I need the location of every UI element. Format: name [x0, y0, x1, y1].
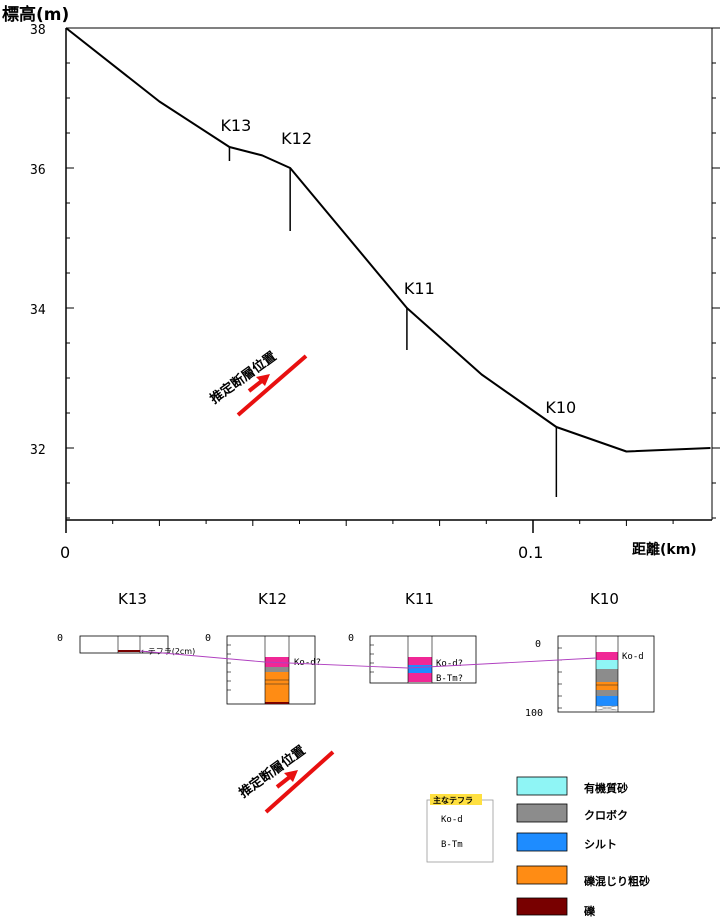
svg-text:クロボク: クロボク — [584, 808, 628, 822]
tephra-correlation-line — [139, 650, 597, 669]
depth-label: 0 — [205, 633, 211, 644]
ground-profile-line — [65, 27, 711, 453]
legend-item-gravelly-sand: 礫混じり粗砂 — [516, 865, 650, 888]
legend-item-silt: シルト — [516, 832, 617, 852]
station-marks: K13 K12 K11 K10 — [220, 116, 576, 497]
y-tick-marks — [66, 27, 720, 519]
column-title-k13: K13 — [118, 590, 147, 608]
svg-text:推定断層位置: 推定断層位置 — [236, 742, 309, 801]
station-label-k11: K11 — [404, 279, 435, 298]
svg-text:礫混じり粗砂: 礫混じり粗砂 — [584, 874, 650, 888]
legend-item-gravel: 礫 — [516, 897, 596, 918]
depth-label: 0 — [57, 633, 63, 644]
y-tick-label-36: 36 — [30, 163, 46, 178]
profile-chart: 標高(m) 38 36 34 32 0 0.1 距離(km) K13 K12 K11… — [2, 4, 720, 562]
station-label-k12: K12 — [281, 129, 312, 148]
station-label-k13: K13 — [220, 116, 251, 135]
x-tick-marks — [65, 520, 674, 533]
tephra-legend-kod: Ko-d — [441, 815, 463, 825]
svg-text:推定断層位置: 推定断層位置 — [207, 348, 280, 407]
tephra-annotation-k13: ←テフラ(2cm) — [141, 647, 195, 656]
x-tick-label-0.1: 0.1 — [518, 543, 543, 562]
column-k12: 0 Ko-d? — [205, 633, 321, 705]
x-axis-label: 距離(km) — [632, 541, 697, 558]
depth-label: 0 — [348, 633, 354, 644]
svg-text:有機質砂: 有機質砂 — [584, 781, 628, 795]
tephra-annotation-k10: Ko-d — [622, 652, 644, 662]
y-tick-label-34: 34 — [30, 303, 46, 318]
tephra-annotation-k12: Ko-d? — [294, 658, 321, 668]
legend-item-kuroboku: クロボク — [516, 803, 628, 823]
svg-text:シルト: シルト — [584, 838, 617, 851]
column-k13: 0 ←テフラ(2cm) — [57, 633, 195, 656]
x-tick-label-0: 0 — [60, 543, 70, 562]
station-label-k10: K10 — [545, 398, 576, 417]
depth-label: 0 — [535, 639, 541, 650]
fault-position-label: 推定断層位置 — [207, 348, 280, 407]
y-tick-label-38: 38 — [30, 23, 46, 38]
fault-arrow-icon — [247, 374, 270, 393]
column-k11: 0 Ko-d? B-Tm? — [348, 633, 477, 684]
tephra-annotation-k11-btm: B-Tm? — [436, 674, 463, 684]
tephra-legend-btm: B-Tm — [441, 840, 463, 850]
fault-arrow-icon-2 — [275, 770, 298, 789]
fault-position-label-2: 推定断層位置 — [236, 742, 309, 801]
svg-text:礫: 礫 — [584, 904, 596, 918]
fault-line — [236, 354, 308, 417]
column-k10: 0 100 Ko-d — [525, 635, 655, 719]
tephra-annotation-k11-kod: Ko-d? — [436, 659, 463, 669]
depth-label: 100 — [525, 708, 543, 719]
legend: 主なテフラ Ko-d B-Tm 有機質砂 クロボク シルト 礫混じり粗砂 礫 — [426, 776, 650, 918]
tephra-legend: 主なテフラ Ko-d B-Tm — [426, 794, 494, 863]
y-axis-label: 標高(m) — [2, 4, 69, 25]
tephra-legend-title: 主なテフラ — [433, 795, 473, 805]
column-title-k11: K11 — [405, 590, 434, 608]
column-title-k12: K12 — [258, 590, 287, 608]
fault-line-2 — [264, 750, 335, 814]
legend-item-organic-sand: 有機質砂 — [516, 776, 628, 796]
column-title-k10: K10 — [590, 590, 619, 608]
y-tick-label-32: 32 — [30, 443, 46, 458]
